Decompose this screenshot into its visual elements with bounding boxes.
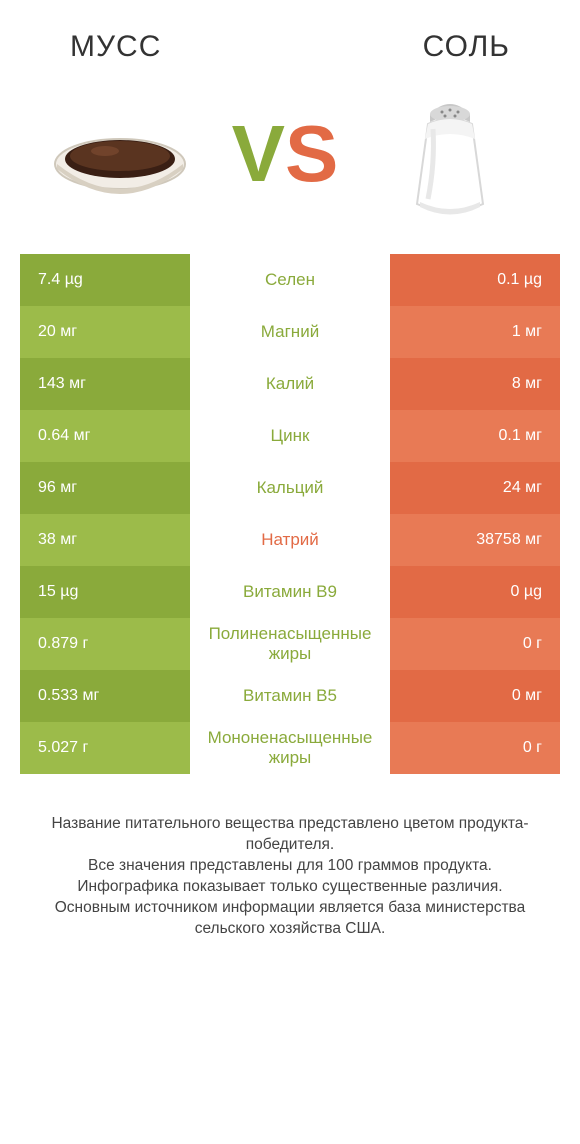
vs-v: V [232,114,285,194]
left-value: 0.879 г [20,618,190,670]
header: Мусс Соль [20,30,560,64]
nutrient-name: Полиненасыщенные жиры [190,618,390,670]
right-value: 0.1 мг [390,410,560,462]
table-row: 143 мгКалий8 мг [20,358,560,410]
right-food-title: Соль [423,30,510,64]
right-value: 24 мг [390,462,560,514]
right-value: 0 г [390,722,560,774]
images-row: VS [20,89,560,219]
nutrient-name: Магний [190,306,390,358]
left-value: 20 мг [20,306,190,358]
left-food-title: Мусс [70,30,161,64]
right-value: 0.1 µg [390,254,560,306]
left-value: 143 мг [20,358,190,410]
footer-line: Инфографика показывает только существенн… [30,877,550,898]
nutrient-name: Витамин B9 [190,566,390,618]
left-value: 5.027 г [20,722,190,774]
right-value: 0 г [390,618,560,670]
table-row: 0.64 мгЦинк0.1 мг [20,410,560,462]
nutrient-name: Кальций [190,462,390,514]
table-row: 20 мгМагний1 мг [20,306,560,358]
right-value: 38758 мг [390,514,560,566]
right-value: 8 мг [390,358,560,410]
mousse-icon [40,89,200,219]
footer-line: Основным источником информации является … [30,898,550,940]
table-row: 0.533 мгВитамин B50 мг [20,670,560,722]
right-value: 1 мг [390,306,560,358]
left-value: 7.4 µg [20,254,190,306]
salt-shaker-icon [370,89,530,219]
nutrient-name: Калий [190,358,390,410]
left-value: 38 мг [20,514,190,566]
table-row: 7.4 µgСелен0.1 µg [20,254,560,306]
nutrient-name: Натрий [190,514,390,566]
table-row: 0.879 гПолиненасыщенные жиры0 г [20,618,560,670]
left-value: 0.64 мг [20,410,190,462]
left-value: 0.533 мг [20,670,190,722]
vs-s: S [285,114,338,194]
nutrient-name: Витамин B5 [190,670,390,722]
right-value: 0 µg [390,566,560,618]
nutrient-name: Селен [190,254,390,306]
table-row: 5.027 гМононенасыщенные жиры0 г [20,722,560,774]
nutrient-table: 7.4 µgСелен0.1 µg20 мгМагний1 мг143 мгКа… [20,254,560,774]
left-value: 15 µg [20,566,190,618]
footer-notes: Название питательного вещества представл… [20,814,560,940]
left-value: 96 мг [20,462,190,514]
table-row: 96 мгКальций24 мг [20,462,560,514]
table-row: 38 мгНатрий38758 мг [20,514,560,566]
right-value: 0 мг [390,670,560,722]
footer-line: Все значения представлены для 100 граммо… [30,856,550,877]
nutrient-name: Мононенасыщенные жиры [190,722,390,774]
nutrient-name: Цинк [190,410,390,462]
vs-label: VS [232,114,339,194]
table-row: 15 µgВитамин B90 µg [20,566,560,618]
footer-line: Название питательного вещества представл… [30,814,550,856]
